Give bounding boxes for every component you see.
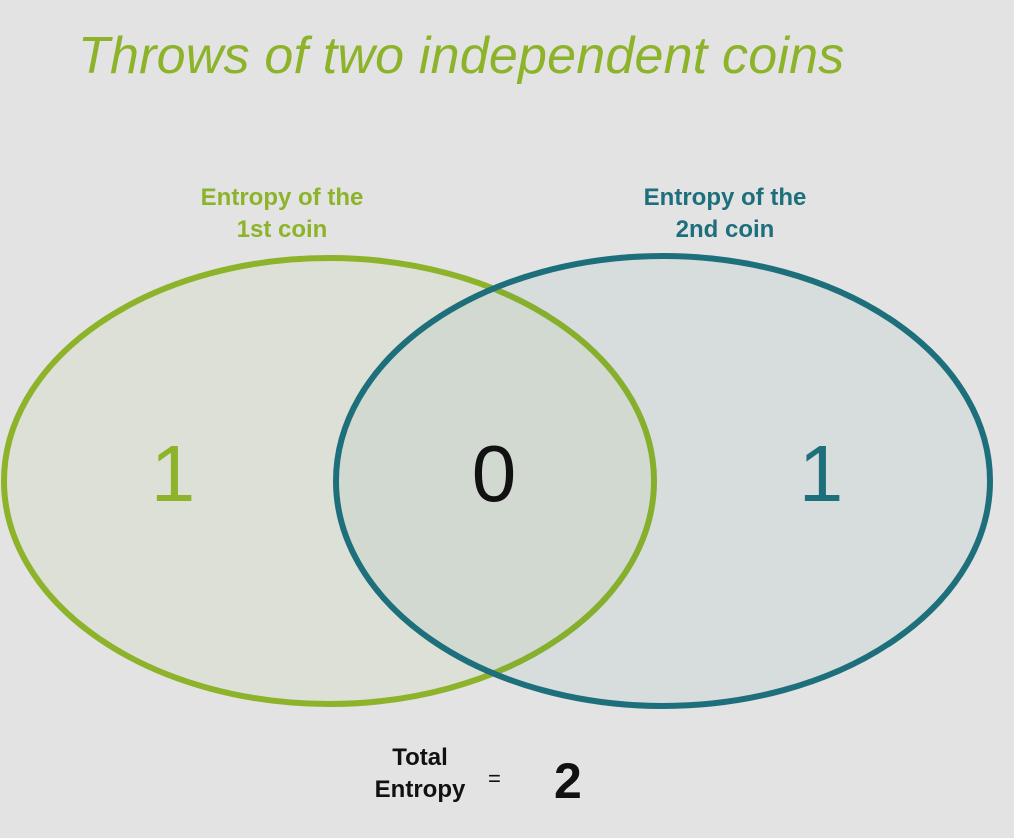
second-coin-only-value: 1: [798, 429, 844, 518]
total-entropy-label-line2: Entropy: [374, 776, 466, 803]
overlap-value: 0: [471, 429, 517, 518]
first-coin-only-value: 1: [150, 429, 196, 518]
first-coin-ellipse: [1, 255, 657, 707]
second-coin-ellipse: [333, 253, 993, 709]
diagram-title: Throws of two independent coins: [78, 27, 845, 85]
first-coin-label-line1: Entropy of the: [200, 184, 364, 211]
second-coin-label-line2: 2nd coin: [675, 216, 775, 243]
second-coin-label-line1: Entropy of the: [643, 184, 807, 211]
total-entropy-label-line1: Total: [392, 744, 448, 771]
first-coin-label-line2: 1st coin: [236, 216, 328, 243]
total-entropy-label: Total Entropy: [360, 742, 480, 806]
total-entropy-value: 2: [554, 753, 582, 809]
first-coin-label: Entropy of the 1st coin: [152, 182, 412, 246]
second-coin-label: Entropy of the 2nd coin: [595, 182, 855, 246]
equals-sign: =: [488, 766, 501, 791]
